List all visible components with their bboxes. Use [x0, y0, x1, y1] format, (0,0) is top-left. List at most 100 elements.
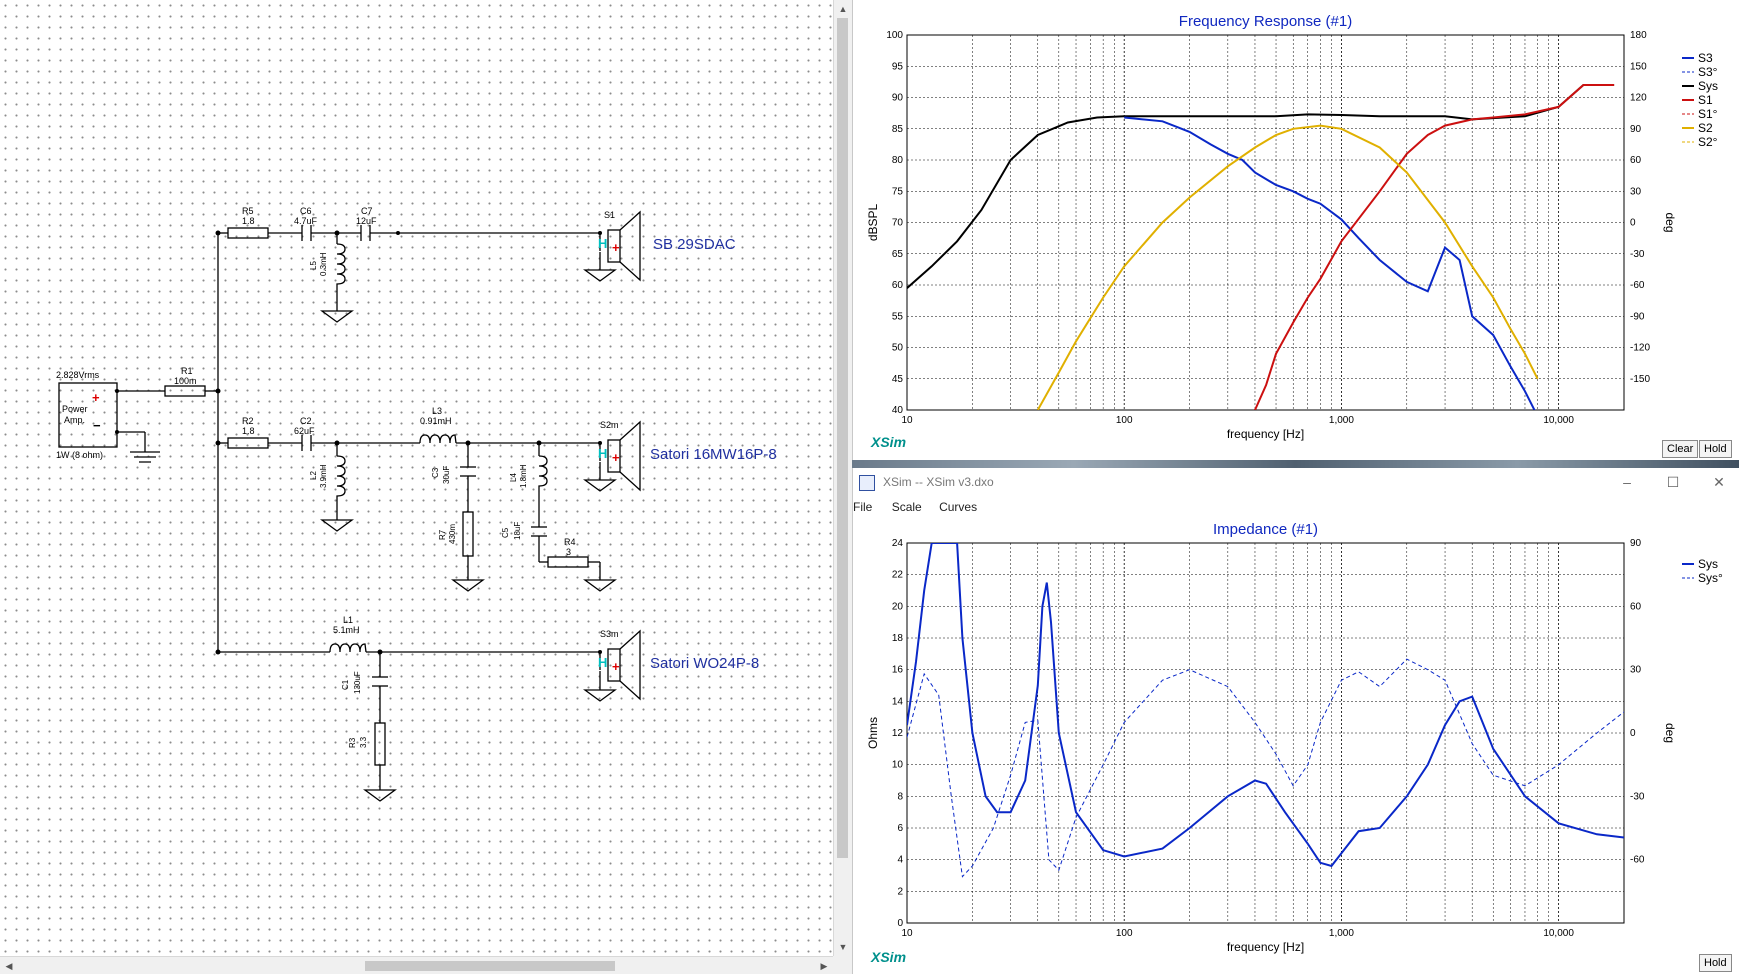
- y2-tick-label: 90: [1630, 124, 1642, 135]
- y-tick-label: 10: [892, 760, 904, 771]
- y-tick-label: 4: [897, 855, 903, 866]
- speaker-name-s1: SB 29SDAC: [653, 236, 736, 253]
- c6-ref: C6: [300, 206, 312, 216]
- c2-ref: C2: [300, 416, 312, 426]
- impedance-window[interactable]: XSim -- XSim v3.dxo – ☐ ✕ File Scale Cur…: [852, 468, 1739, 974]
- desktop-background-strip: [852, 460, 1739, 468]
- y-tick-label: 24: [892, 538, 904, 549]
- r2-value: 1.8: [242, 426, 255, 436]
- vertical-scrollbar[interactable]: ▲ ▼: [833, 0, 852, 956]
- scroll-left-arrow-icon[interactable]: ◀: [5, 961, 13, 971]
- plot-frame: [906, 34, 1625, 411]
- y-tick-label: 2: [897, 886, 903, 897]
- xsim-watermark: XSim: [870, 434, 906, 450]
- legend-label: S2: [1698, 121, 1713, 135]
- legend-label: S1°: [1698, 107, 1718, 121]
- window-title-bar[interactable]: XSim -- XSim v3.dxo – ☐ ✕: [853, 468, 1739, 498]
- r7-ref: R7: [438, 529, 447, 540]
- y-tick-label: 45: [892, 374, 904, 385]
- legend-label: S1: [1698, 93, 1713, 107]
- horizontal-scroll-thumb[interactable]: [365, 961, 615, 971]
- c1-value: 130uF: [353, 671, 362, 694]
- impedance-chart[interactable]: Impedance (#1)024681012141618202224-60-3…: [853, 518, 1739, 974]
- series-line-sys: [907, 543, 1624, 868]
- x-tick-label: 100: [1116, 928, 1133, 939]
- y2-tick-label: -90: [1630, 311, 1645, 322]
- xsim-watermark: XSim: [870, 949, 906, 965]
- hold-button[interactable]: Hold: [1699, 440, 1732, 458]
- y-tick-label: 100: [886, 30, 903, 41]
- l1-value: 5.1mH: [333, 625, 360, 635]
- c7-ref: C7: [361, 206, 373, 216]
- y2-tick-label: -30: [1630, 791, 1645, 802]
- close-icon[interactable]: ✕: [1713, 474, 1725, 490]
- vertical-scroll-thumb[interactable]: [837, 18, 848, 858]
- scroll-right-arrow-icon[interactable]: ▶: [820, 961, 828, 971]
- svg-text:+: +: [612, 240, 620, 255]
- horizontal-scrollbar[interactable]: ◀ ▶: [0, 956, 833, 974]
- y-tick-label: 55: [892, 311, 904, 322]
- y2-tick-label: 90: [1630, 538, 1642, 549]
- y2-tick-label: -60: [1630, 855, 1645, 866]
- minimize-icon[interactable]: –: [1623, 474, 1631, 490]
- c2-value: 62uF: [294, 426, 315, 436]
- chart-title: Impedance (#1): [1213, 521, 1318, 538]
- y-tick-label: 85: [892, 124, 904, 135]
- x-axis-label: frequency [Hz]: [1227, 940, 1304, 954]
- y2-tick-label: 0: [1630, 728, 1636, 739]
- y-tick-label: 65: [892, 249, 904, 260]
- menu-scale[interactable]: Scale: [891, 500, 922, 514]
- scroll-up-arrow-icon[interactable]: ▲: [838, 4, 848, 14]
- y-tick-label: 18: [892, 633, 904, 644]
- y2-tick-label: -120: [1630, 343, 1650, 354]
- legend-label: Sys: [1698, 79, 1718, 93]
- x-tick-label: 1,000: [1329, 928, 1354, 939]
- r1-ref: R1: [181, 366, 193, 376]
- y-tick-label: 0: [897, 918, 903, 929]
- schematic-drawing[interactable]: H + H + H + + − 2.828Vrms Power Amp. 1W (8 o…: [0, 0, 833, 956]
- y2-tick-label: 0: [1630, 218, 1636, 229]
- x-tick-label: 10: [901, 928, 913, 939]
- y2-tick-label: 30: [1630, 665, 1642, 676]
- y2-tick-label: 180: [1630, 30, 1647, 41]
- series-line-s3: [1124, 116, 1536, 410]
- scroll-corner: [833, 956, 855, 974]
- r3-value: 3.3: [359, 736, 368, 748]
- frequency-response-chart[interactable]: Frequency Response (#1) 40 45 50 55 60 65 70 75 8…: [853, 0, 1739, 460]
- menu-curves[interactable]: Curves: [939, 500, 978, 514]
- y2-tick-label: 120: [1630, 93, 1647, 104]
- r4-value: 3: [566, 547, 571, 557]
- frequency-response-window[interactable]: Frequency Response (#1) 40 45 50 55 60 65 70 75 8…: [852, 0, 1739, 460]
- maximize-icon[interactable]: ☐: [1666, 474, 1680, 490]
- menu-file[interactable]: File: [853, 500, 873, 514]
- s2m-ref: S2m: [600, 420, 619, 430]
- y-tick-label: 14: [892, 696, 904, 707]
- y-tick-label: 20: [892, 601, 904, 612]
- svg-text:+: +: [92, 390, 100, 405]
- x-tick-label: 10: [901, 415, 913, 426]
- y-axis-label: Ohms: [866, 717, 880, 749]
- menu-bar: File Scale Curves: [853, 498, 1739, 518]
- r2-ref: R2: [242, 416, 254, 426]
- x-tick-label: 100: [1116, 415, 1133, 426]
- y2-tick-label: 150: [1630, 61, 1647, 72]
- y2-axis-label: deg: [1663, 212, 1677, 232]
- l3-ref: L3: [432, 406, 442, 416]
- svg-text:+: +: [612, 659, 620, 674]
- plot-frame: [906, 542, 1625, 924]
- speaker-name-s3m: Satori WO24P-8: [650, 655, 759, 672]
- s1-ref: S1: [604, 210, 615, 220]
- y-tick-label: 12: [892, 728, 904, 739]
- schematic-canvas[interactable]: H + H + H + + − 2.828Vrms Power Amp. 1W (8 o…: [0, 0, 855, 974]
- source-name-2: Amp.: [64, 415, 85, 425]
- window-title: XSim -- XSim v3.dxo: [883, 475, 994, 489]
- svg-text:H: H: [598, 655, 607, 670]
- series-line-sys: [907, 658, 1624, 878]
- impedance-hold-button[interactable]: Hold: [1699, 954, 1732, 972]
- clear-button[interactable]: Clear: [1662, 440, 1699, 458]
- series-line-s2: [1036, 124, 1539, 410]
- legend-label: S3: [1698, 51, 1713, 65]
- scroll-down-arrow-icon[interactable]: ▼: [838, 942, 848, 952]
- svg-text:+: +: [612, 450, 620, 465]
- y-tick-label: 50: [892, 343, 904, 354]
